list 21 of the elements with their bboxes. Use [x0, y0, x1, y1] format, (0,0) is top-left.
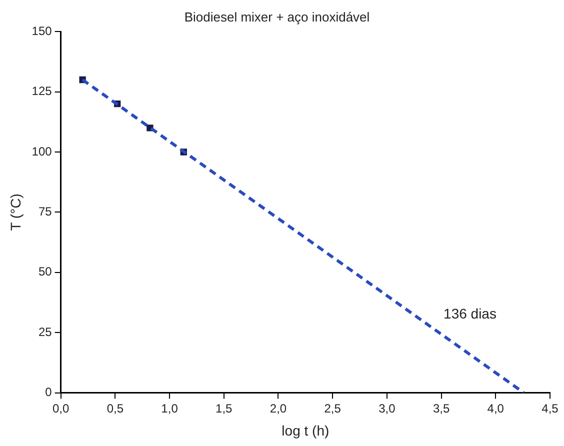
x-axis-title: log t (h) — [282, 422, 330, 438]
y-tick-label: 100 — [32, 144, 52, 158]
x-tick-label: 1,0 — [161, 401, 178, 416]
y-tick-label: 50 — [38, 264, 52, 279]
x-tick-label: 3,5 — [432, 401, 450, 416]
y-tick-label: 125 — [32, 84, 52, 98]
y-axis-title: T (°C) — [7, 194, 24, 231]
x-tick-label: 4,5 — [542, 401, 559, 416]
x-tick-label: 2,0 — [270, 401, 287, 416]
x-tick-label: 4,0 — [487, 401, 504, 416]
annotation: 136 dias — [444, 306, 496, 322]
x-tick-label: 2,5 — [324, 401, 342, 416]
x-tick-label: 0,5 — [106, 401, 124, 416]
y-tick-label: 25 — [38, 324, 52, 339]
y-tick-label: 150 — [32, 24, 52, 38]
x-tick-label: 0,0 — [52, 401, 70, 416]
y-tick-label: 75 — [38, 204, 52, 219]
x-tick-label: 3,0 — [378, 401, 396, 416]
chart-title: Biodiesel mixer + aço inoxidável — [184, 9, 370, 24]
y-tick-label: 0 — [45, 385, 52, 400]
x-tick-label: 1,5 — [216, 401, 233, 416]
